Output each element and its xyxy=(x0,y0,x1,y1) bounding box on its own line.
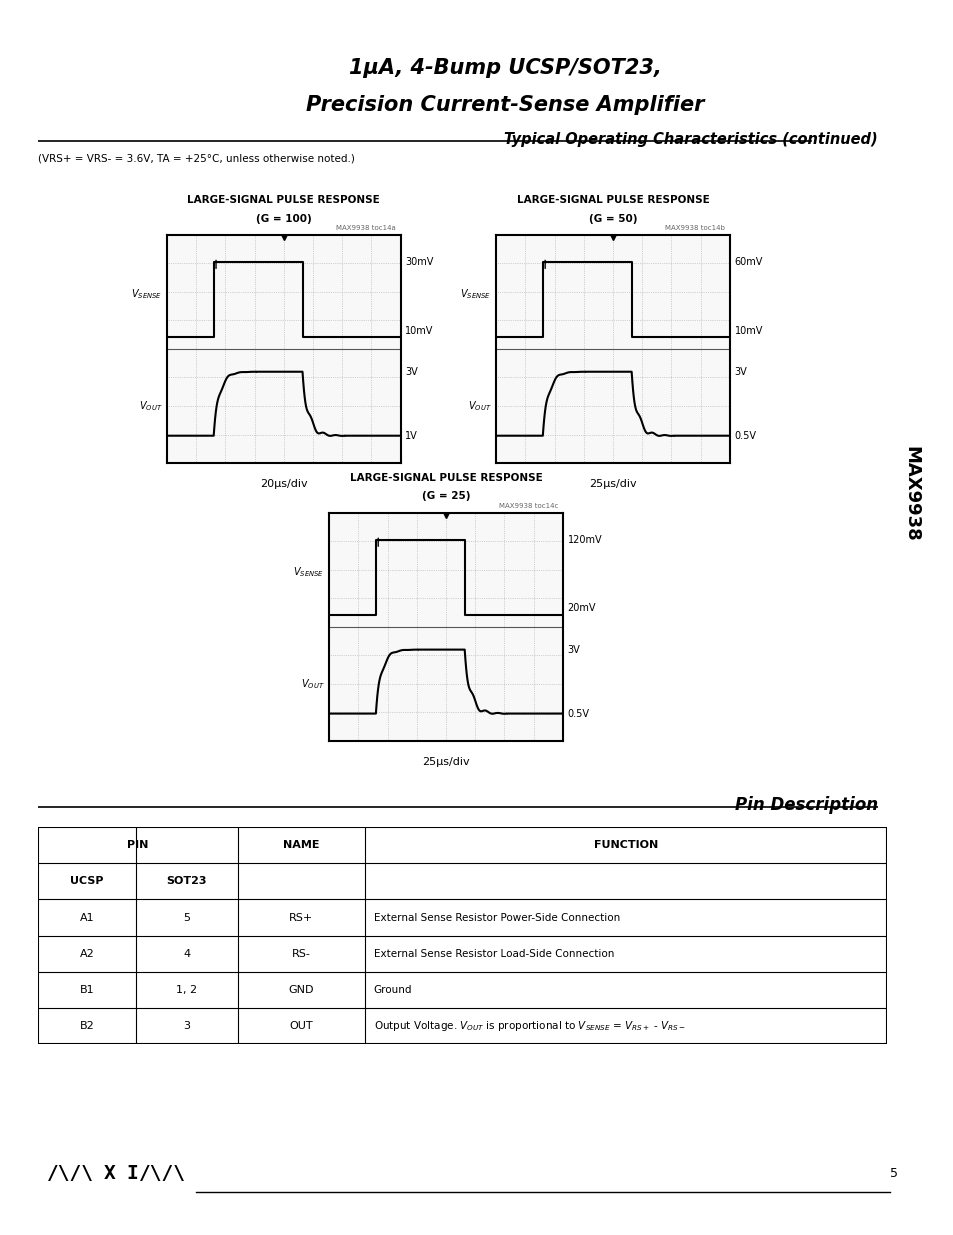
Text: 30mV: 30mV xyxy=(405,257,434,267)
Text: External Sense Resistor Power-Side Connection: External Sense Resistor Power-Side Conne… xyxy=(374,913,619,923)
Text: 10mV: 10mV xyxy=(734,326,762,336)
Text: MAX9938 toc14a: MAX9938 toc14a xyxy=(335,225,395,231)
Text: Ground: Ground xyxy=(374,984,412,994)
Text: 25μs/div: 25μs/div xyxy=(422,757,469,767)
Text: /\/\: /\/\ xyxy=(47,1163,93,1183)
Text: 20mV: 20mV xyxy=(567,604,596,614)
Text: Pin Description: Pin Description xyxy=(734,797,877,814)
Text: I: I xyxy=(126,1163,137,1183)
Text: MAX9938 toc14c: MAX9938 toc14c xyxy=(498,503,558,509)
Text: External Sense Resistor Load-Side Connection: External Sense Resistor Load-Side Connec… xyxy=(374,948,614,958)
Text: 4: 4 xyxy=(183,948,190,958)
Text: 3: 3 xyxy=(183,1020,190,1030)
Text: A2: A2 xyxy=(79,948,94,958)
Text: GND: GND xyxy=(289,984,314,994)
Text: 120mV: 120mV xyxy=(567,535,601,545)
Text: MAX9938 toc14b: MAX9938 toc14b xyxy=(664,225,724,231)
Text: LARGE-SIGNAL PULSE RESPONSE: LARGE-SIGNAL PULSE RESPONSE xyxy=(516,195,709,205)
Text: 10mV: 10mV xyxy=(405,326,434,336)
Text: (VRS+ = VRS- = 3.6V, TA = +25°C, unless otherwise noted.): (VRS+ = VRS- = 3.6V, TA = +25°C, unless … xyxy=(38,153,355,163)
Text: Typical Operating Characteristics (continued): Typical Operating Characteristics (conti… xyxy=(503,132,877,147)
Text: $V_{SENSE}$: $V_{SENSE}$ xyxy=(294,566,324,579)
Text: (G = 100): (G = 100) xyxy=(255,214,312,224)
Text: X: X xyxy=(104,1163,115,1183)
Text: MAX9938: MAX9938 xyxy=(902,446,919,542)
Text: NAME: NAME xyxy=(283,841,319,851)
Text: RS+: RS+ xyxy=(289,913,314,923)
Text: 1, 2: 1, 2 xyxy=(176,984,197,994)
Text: LARGE-SIGNAL PULSE RESPONSE: LARGE-SIGNAL PULSE RESPONSE xyxy=(349,473,542,483)
Text: OUT: OUT xyxy=(290,1020,313,1030)
Text: UCSP: UCSP xyxy=(71,877,104,887)
Text: 25μs/div: 25μs/div xyxy=(589,479,636,489)
Text: 0.5V: 0.5V xyxy=(734,431,756,441)
Text: SOT23: SOT23 xyxy=(167,877,207,887)
Text: 60mV: 60mV xyxy=(734,257,762,267)
Text: B1: B1 xyxy=(80,984,94,994)
Text: $V_{OUT}$: $V_{OUT}$ xyxy=(467,399,491,412)
Text: (G = 50): (G = 50) xyxy=(588,214,637,224)
Text: 3V: 3V xyxy=(405,367,417,377)
Text: 1μA, 4-Bump UCSP/SOT23,: 1μA, 4-Bump UCSP/SOT23, xyxy=(349,58,661,78)
Text: $V_{OUT}$: $V_{OUT}$ xyxy=(138,399,162,412)
Text: B2: B2 xyxy=(79,1020,94,1030)
Text: Precision Current-Sense Amplifier: Precision Current-Sense Amplifier xyxy=(306,95,704,115)
Text: 3V: 3V xyxy=(567,645,579,655)
Text: A1: A1 xyxy=(80,913,94,923)
Text: FUNCTION: FUNCTION xyxy=(594,841,658,851)
Text: 1V: 1V xyxy=(405,431,417,441)
Text: RS-: RS- xyxy=(292,948,311,958)
Text: 3V: 3V xyxy=(734,367,746,377)
Text: $V_{OUT}$: $V_{OUT}$ xyxy=(300,677,324,690)
Text: $V_{SENSE}$: $V_{SENSE}$ xyxy=(460,288,491,301)
Text: LARGE-SIGNAL PULSE RESPONSE: LARGE-SIGNAL PULSE RESPONSE xyxy=(187,195,380,205)
Text: Output Voltage. $V_{OUT}$ is proportional to $V_{SENSE}$ = $V_{RS+}$ - $V_{RS-}$: Output Voltage. $V_{OUT}$ is proportiona… xyxy=(374,1019,685,1032)
Text: $V_{SENSE}$: $V_{SENSE}$ xyxy=(132,288,162,301)
Text: 20μs/div: 20μs/div xyxy=(260,479,307,489)
Text: (G = 25): (G = 25) xyxy=(421,492,470,501)
Text: PIN: PIN xyxy=(127,841,149,851)
Text: 5: 5 xyxy=(889,1167,898,1179)
Text: /\/\: /\/\ xyxy=(139,1163,186,1183)
Text: 5: 5 xyxy=(183,913,190,923)
Text: 0.5V: 0.5V xyxy=(567,709,589,719)
